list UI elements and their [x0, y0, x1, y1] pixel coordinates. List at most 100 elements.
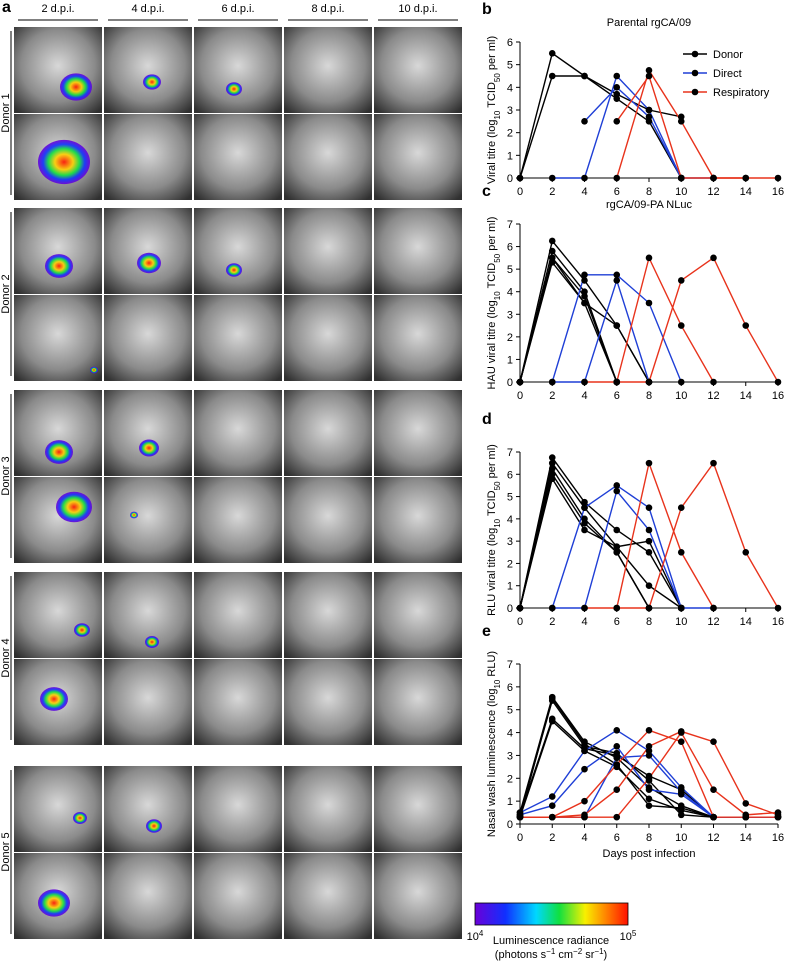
y-tick-label: 3 [507, 309, 513, 321]
data-line [616, 461, 779, 609]
data-point [613, 84, 621, 91]
data-point [548, 254, 556, 262]
photo [374, 572, 462, 658]
x-tick-label: 12 [707, 390, 719, 402]
y-tick-label: 4 [507, 514, 513, 526]
data-point [581, 742, 588, 750]
legend-label: Direct [713, 68, 742, 80]
data-point [613, 786, 621, 794]
data-point [581, 72, 588, 80]
data-point [677, 738, 685, 746]
data-line [519, 249, 618, 383]
y-axis-label-part: 50 [493, 73, 502, 82]
x-tick-label: 0 [517, 616, 523, 628]
data-point [581, 498, 588, 506]
data-point [645, 582, 653, 590]
data-point [581, 299, 588, 307]
colorbar-title: Luminescence radiance [493, 935, 609, 947]
x-tick-label: 8 [646, 390, 652, 402]
signal [137, 252, 161, 274]
photo [374, 766, 462, 852]
data-point [645, 67, 653, 74]
data-point [710, 738, 717, 746]
photo [374, 27, 462, 113]
data-point [645, 537, 653, 545]
y-axis-label-part: Viral titre (log [486, 120, 498, 185]
x-tick-label: 10 [675, 616, 687, 628]
data-point [742, 174, 750, 182]
photo [284, 114, 372, 200]
colorbar-tick-part: 10 [620, 931, 632, 943]
photo [374, 659, 462, 745]
data-point [516, 813, 524, 821]
data-point [645, 802, 653, 810]
data-point [548, 802, 556, 810]
photo [374, 390, 462, 476]
photo [14, 295, 102, 381]
data-point [581, 813, 588, 821]
x-tick-label: 8 [646, 832, 652, 844]
x-tick-label: 4 [581, 616, 587, 628]
x-tick-label: 2 [549, 832, 555, 844]
panel-letter: a [2, 0, 11, 16]
data-point [613, 95, 621, 102]
y-axis-label-part: 10 [493, 291, 502, 300]
y-tick-label: 3 [507, 105, 513, 117]
data-point [645, 752, 653, 759]
x-tick-label: 4 [581, 390, 587, 402]
data-point [613, 482, 621, 489]
y-axis-label: Viral titre (log10 TCID50 per ml) [486, 36, 502, 184]
data-point [677, 174, 685, 182]
data-line [519, 260, 618, 383]
legend-marker [691, 88, 699, 96]
y-axis-label-part: per ml) [486, 444, 498, 481]
photo [194, 853, 282, 939]
signal [90, 366, 98, 374]
data-point [645, 378, 653, 386]
data-point [677, 504, 685, 512]
y-axis-label-part: Nasal wash luminescence (log [486, 689, 498, 838]
data-point [581, 277, 588, 284]
y-tick-label: 3 [507, 536, 513, 548]
data-point [613, 72, 621, 80]
data-line [552, 489, 714, 609]
data-point [645, 726, 653, 734]
data-point [613, 322, 621, 329]
data-point [645, 742, 653, 750]
data-point [774, 604, 782, 612]
x-tick-label: 16 [772, 390, 784, 402]
data-point [645, 548, 653, 556]
photo [374, 853, 462, 939]
data-point [710, 174, 717, 182]
y-axis-label: RLU viral titre (log10 TCID50 per ml) [486, 444, 502, 616]
y-tick-label: 1 [507, 150, 513, 162]
photo [104, 390, 192, 476]
data-point [581, 292, 588, 300]
x-tick-label: 2 [549, 186, 555, 198]
photo [14, 766, 102, 852]
y-tick-label: 4 [507, 287, 513, 299]
data-point [581, 797, 588, 805]
data-point [581, 604, 588, 612]
data-point [677, 604, 685, 612]
data-point [710, 604, 717, 612]
y-tick-label: 0 [507, 819, 513, 831]
signal [73, 812, 87, 824]
photo [194, 295, 282, 381]
y-tick-label: 1 [507, 581, 513, 593]
signal [40, 687, 68, 711]
data-point [613, 543, 621, 551]
signal [139, 439, 159, 457]
data-point [677, 113, 685, 121]
photo [194, 766, 282, 852]
y-tick-label: 0 [507, 377, 513, 389]
x-tick-label: 14 [740, 390, 752, 402]
data-point [548, 378, 556, 386]
y-axis-label-part: RLU viral titre (log [486, 528, 498, 616]
data-point [613, 174, 621, 182]
photo [104, 208, 192, 294]
panel-letter: d [482, 411, 492, 428]
y-tick-label: 6 [507, 682, 513, 694]
data-point [548, 475, 556, 483]
photo [104, 853, 192, 939]
